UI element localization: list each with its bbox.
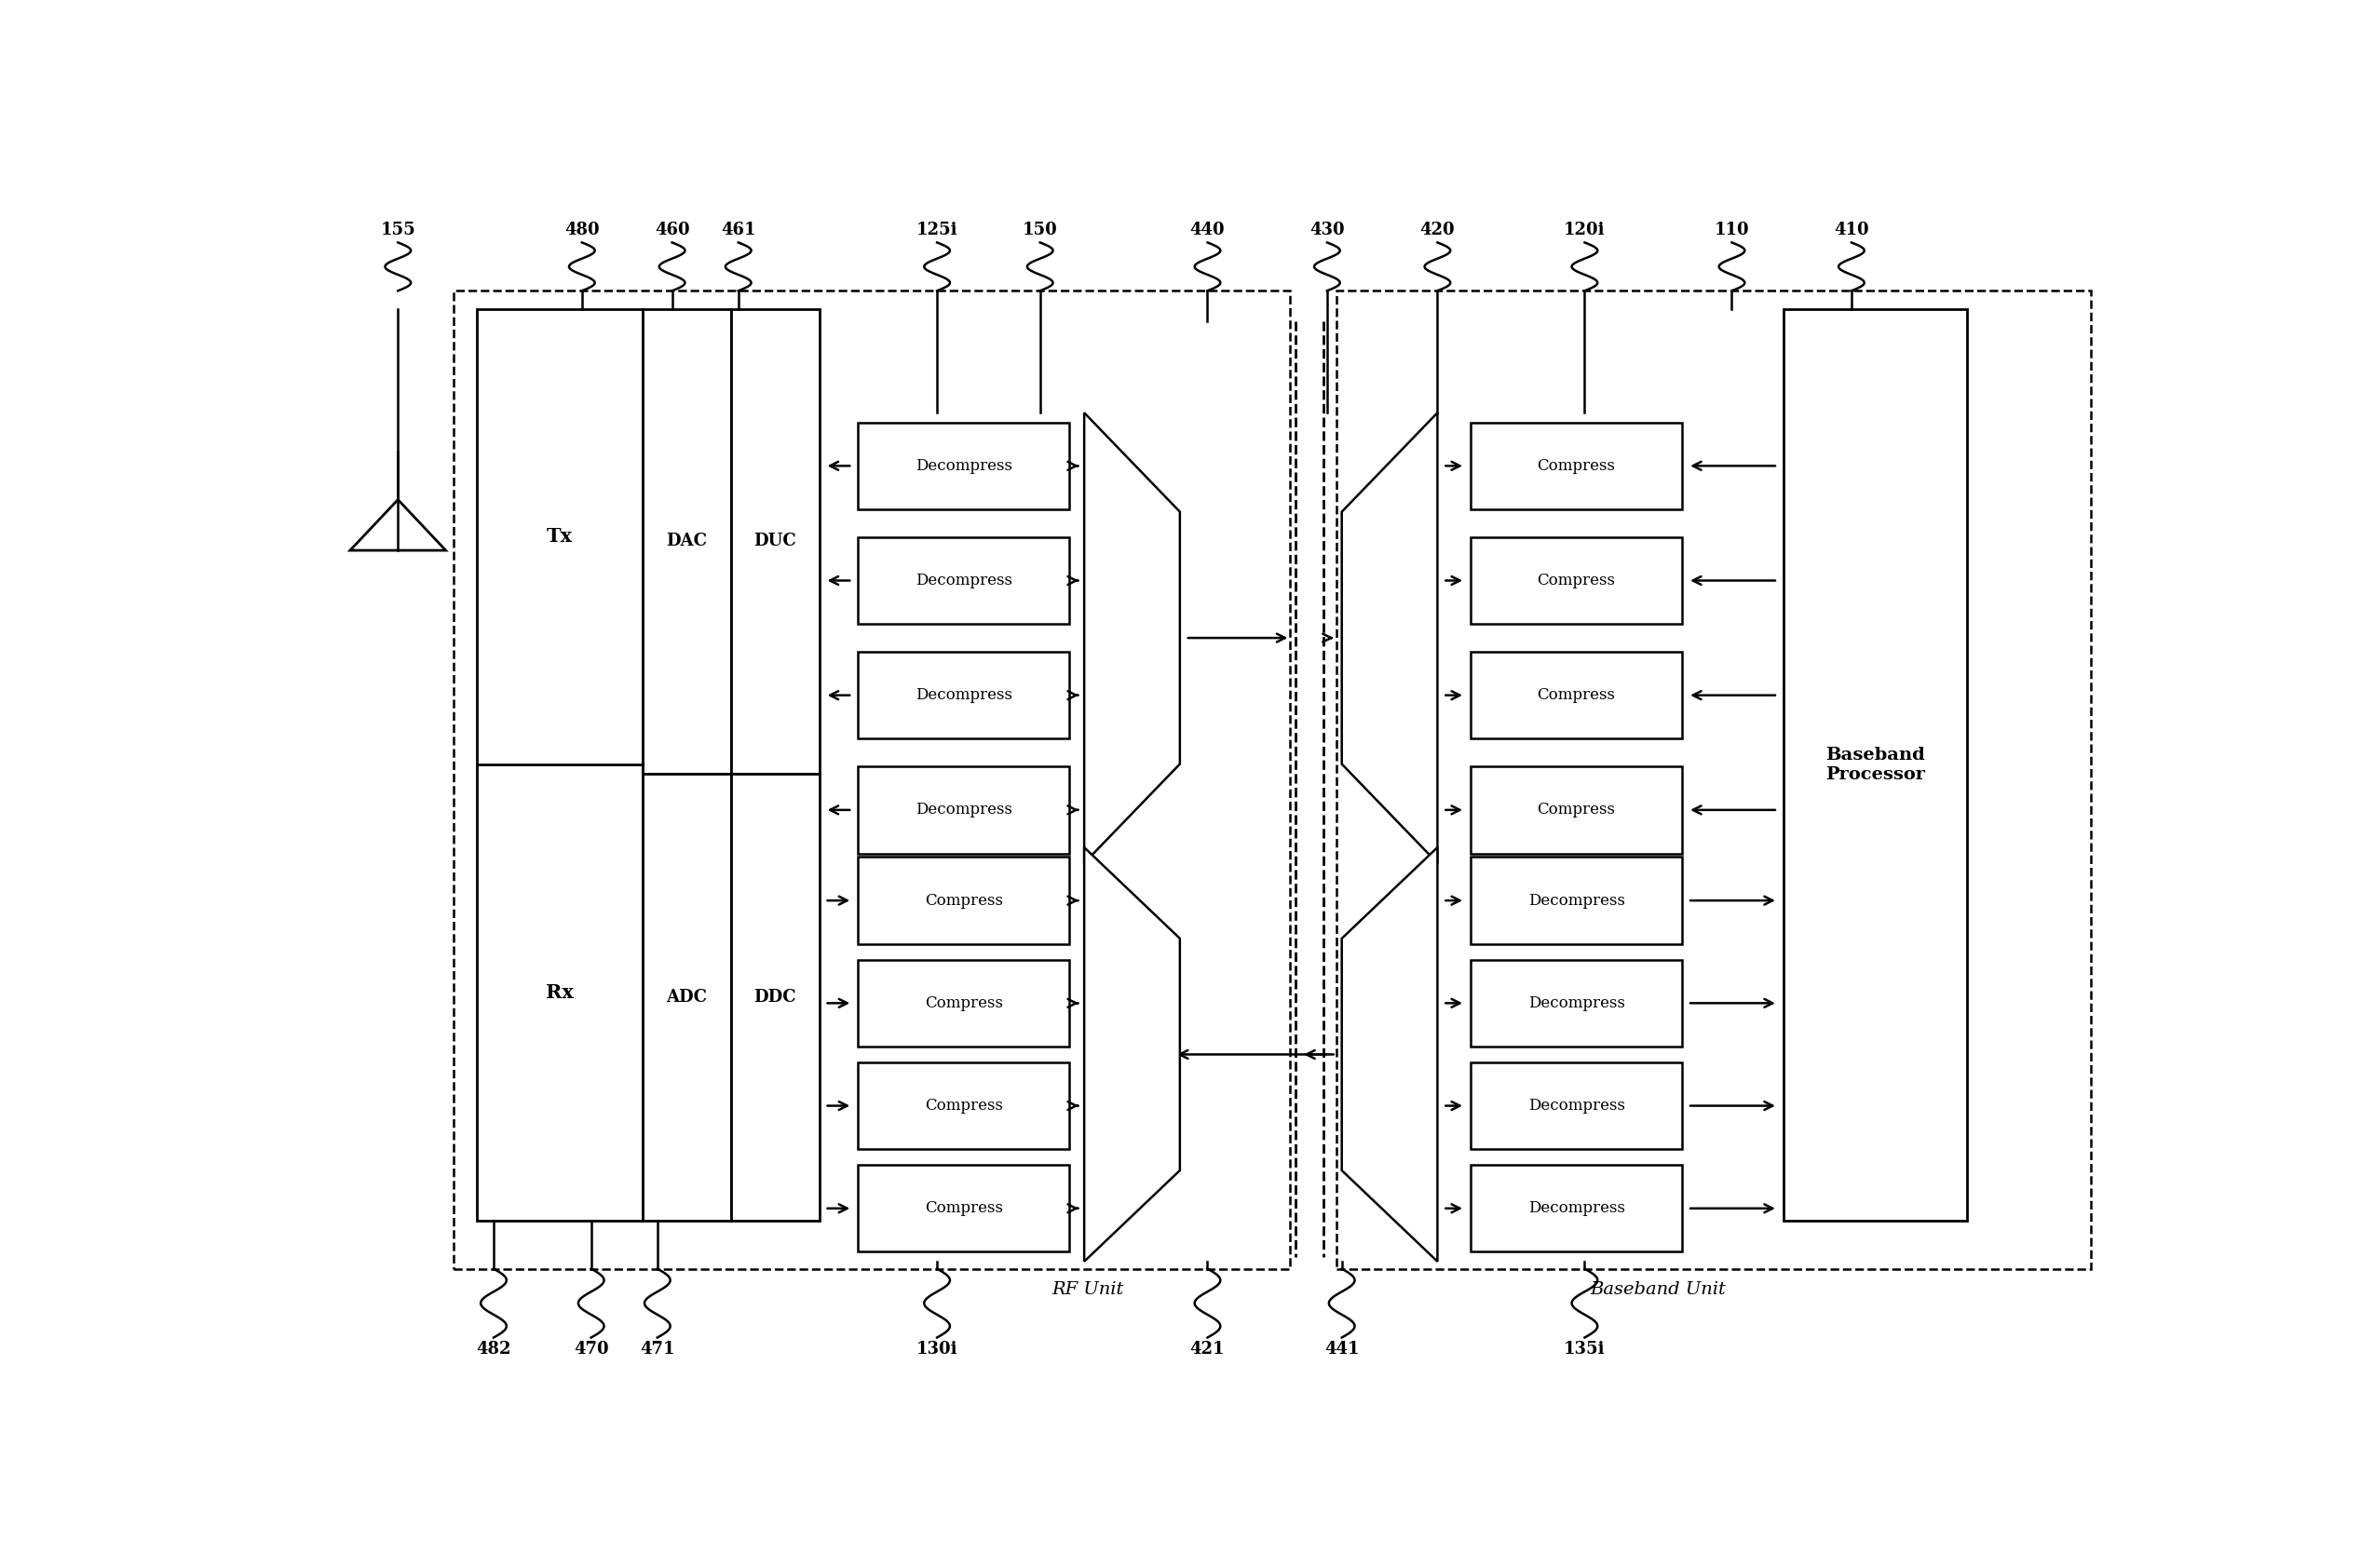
FancyBboxPatch shape [1783, 309, 1968, 1220]
Text: 461: 461 [722, 223, 755, 238]
Text: Compress: Compress [1538, 687, 1614, 702]
Text: 420: 420 [1420, 223, 1455, 238]
Polygon shape [1341, 412, 1436, 862]
Text: 120i: 120i [1564, 223, 1605, 238]
FancyBboxPatch shape [857, 422, 1068, 510]
FancyBboxPatch shape [731, 309, 819, 773]
Text: DUC: DUC [755, 533, 795, 550]
Text: Decompress: Decompress [1529, 892, 1624, 908]
FancyBboxPatch shape [1470, 652, 1683, 739]
Text: 470: 470 [575, 1341, 608, 1358]
Text: RF Unit: RF Unit [1052, 1281, 1123, 1298]
Text: 482: 482 [477, 1341, 510, 1358]
Text: Decompress: Decompress [916, 803, 1011, 818]
FancyBboxPatch shape [731, 773, 819, 1220]
Text: Decompress: Decompress [1529, 1201, 1624, 1217]
FancyBboxPatch shape [857, 767, 1068, 853]
FancyBboxPatch shape [1470, 767, 1683, 853]
Text: DAC: DAC [667, 533, 707, 550]
Text: DDC: DDC [755, 989, 795, 1005]
FancyBboxPatch shape [643, 309, 731, 773]
FancyBboxPatch shape [477, 309, 643, 1220]
Text: Baseband
Processor: Baseband Processor [1826, 746, 1925, 782]
Text: Compress: Compress [1538, 458, 1614, 474]
Text: 110: 110 [1714, 223, 1750, 238]
FancyBboxPatch shape [1470, 1165, 1683, 1251]
FancyBboxPatch shape [857, 960, 1068, 1046]
Text: Rx: Rx [546, 983, 575, 1002]
FancyBboxPatch shape [1470, 422, 1683, 510]
Text: Decompress: Decompress [916, 572, 1011, 588]
FancyBboxPatch shape [857, 1165, 1068, 1251]
FancyBboxPatch shape [857, 652, 1068, 739]
Text: Compress: Compress [1538, 803, 1614, 818]
Polygon shape [1085, 412, 1180, 862]
FancyBboxPatch shape [643, 773, 731, 1220]
Text: 440: 440 [1189, 223, 1225, 238]
Text: Decompress: Decompress [1529, 996, 1624, 1011]
Text: 441: 441 [1325, 1341, 1360, 1358]
Text: 150: 150 [1023, 223, 1059, 238]
FancyBboxPatch shape [1470, 960, 1683, 1046]
FancyBboxPatch shape [857, 1062, 1068, 1149]
Text: 135i: 135i [1564, 1341, 1605, 1358]
FancyBboxPatch shape [857, 858, 1068, 944]
Polygon shape [1085, 847, 1180, 1262]
Text: 155: 155 [380, 223, 415, 238]
Text: 480: 480 [565, 223, 601, 238]
Text: Compress: Compress [923, 1201, 1002, 1217]
Text: 471: 471 [641, 1341, 674, 1358]
FancyBboxPatch shape [857, 538, 1068, 624]
Text: Tx: Tx [546, 527, 572, 546]
Text: Decompress: Decompress [916, 687, 1011, 702]
Text: ADC: ADC [667, 989, 707, 1005]
Text: Compress: Compress [923, 1098, 1002, 1113]
Text: Baseband Unit: Baseband Unit [1591, 1281, 1726, 1298]
FancyBboxPatch shape [1470, 538, 1683, 624]
Text: Decompress: Decompress [1529, 1098, 1624, 1113]
Text: 430: 430 [1310, 223, 1344, 238]
FancyBboxPatch shape [1470, 858, 1683, 944]
Text: 130i: 130i [916, 1341, 957, 1358]
Text: Compress: Compress [923, 996, 1002, 1011]
Polygon shape [1341, 847, 1436, 1262]
Text: 125i: 125i [916, 223, 957, 238]
FancyBboxPatch shape [1470, 1062, 1683, 1149]
Text: 460: 460 [655, 223, 688, 238]
Text: Compress: Compress [923, 892, 1002, 908]
Text: Compress: Compress [1538, 572, 1614, 588]
Text: 421: 421 [1189, 1341, 1225, 1358]
Text: 410: 410 [1833, 223, 1868, 238]
Text: Decompress: Decompress [916, 458, 1011, 474]
